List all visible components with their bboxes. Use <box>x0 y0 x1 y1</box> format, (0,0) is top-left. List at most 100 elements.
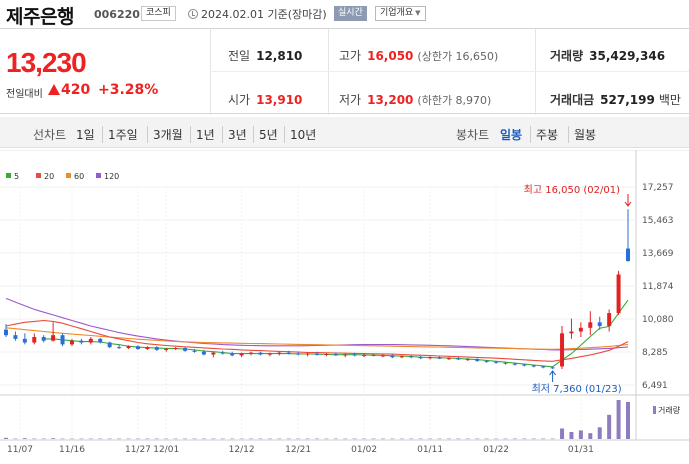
volume-bar <box>588 433 593 439</box>
low-arrow-icon <box>549 370 557 382</box>
candle-daily[interactable]: 일봉 <box>500 128 523 142</box>
candle-body <box>4 329 8 336</box>
chevron-down-icon: ▼ <box>415 9 421 17</box>
prev-close-value: 12,810 <box>256 49 303 63</box>
volume-bar <box>597 427 602 439</box>
low-annotation: 최저 7,360 (01/23) <box>532 383 622 395</box>
candle-body <box>371 355 376 357</box>
period-5y[interactable]: 5년 <box>253 126 278 143</box>
stock-chart[interactable]: 5 20 60 120 17,257 15,463 13,669 11,874 10,080 8,… <box>0 149 689 464</box>
volume-bar <box>541 438 546 440</box>
candle-body <box>126 346 131 349</box>
volume-cell: 거래량 35,429,346 <box>550 47 665 64</box>
volume-bar <box>13 438 18 440</box>
candle-body <box>154 347 159 350</box>
period-3y[interactable]: 3년 <box>222 126 247 143</box>
candle-body <box>230 353 235 356</box>
legend-swatch <box>96 173 101 178</box>
period-1y[interactable]: 1년 <box>190 126 215 143</box>
volume-bar <box>296 438 301 440</box>
candle-body <box>183 348 188 351</box>
volume-bar <box>60 438 65 440</box>
period-3m[interactable]: 3개월 <box>147 126 183 143</box>
y-tick-label: 13,669 <box>642 249 674 259</box>
volume-bar <box>192 438 197 440</box>
volume-bar <box>211 438 216 440</box>
open-cell: 시가 13,910 <box>228 91 302 108</box>
volume-bar <box>503 438 508 440</box>
price-panel: 13,230 전일대비 420 +3.28% 전일 12,810 고가 16,050… <box>0 28 689 115</box>
volume-bar <box>135 438 140 440</box>
open-value: 13,910 <box>256 93 303 107</box>
high-label: 고가 <box>339 49 362 63</box>
x-tick-label: 11/27 <box>125 445 151 455</box>
period-1w[interactable]: 1주일 <box>102 126 138 143</box>
base-date-text: 2024.02.01 기준(장마감) <box>201 8 327 21</box>
candle-body <box>578 327 583 332</box>
legend-swatch <box>36 173 41 178</box>
period-bar: 선차트 1일 1주일 3개월 1년 3년 5년 10년 봉차트 일봉 주봉 월봉 <box>0 117 689 148</box>
candle-body <box>362 355 367 357</box>
volume-bar <box>343 438 348 440</box>
change-amount: 420 <box>48 82 90 98</box>
candle-body <box>88 338 93 343</box>
candle-body <box>597 322 602 326</box>
volume-bar <box>456 438 461 440</box>
legend-swatch <box>6 173 11 178</box>
candle-body <box>333 353 338 356</box>
volume-bar <box>239 438 244 440</box>
period-10y[interactable]: 10년 <box>284 126 316 143</box>
company-info-dropdown[interactable]: 기업개요 ▼ <box>375 6 426 21</box>
low-label: 저가 <box>339 93 362 107</box>
low-cell: 저가 13,200 (하한가 8,970) <box>339 91 491 108</box>
x-tick-label: 12/21 <box>285 445 311 455</box>
company-info-label: 기업개요 <box>380 8 414 18</box>
volume-bar <box>267 438 272 440</box>
candle-body <box>531 365 536 367</box>
candle-body <box>211 352 216 355</box>
candle-weekly[interactable]: 주봉 <box>530 126 558 143</box>
volume-legend-swatch <box>653 406 656 414</box>
open-label: 시가 <box>228 93 251 107</box>
volume-label: 거래량 <box>550 49 584 63</box>
volume-bar <box>4 437 8 439</box>
volume-bar <box>164 438 169 440</box>
y-tick-label: 10,080 <box>642 315 674 325</box>
realtime-button[interactable]: 실시간 <box>334 6 367 21</box>
volume-bar <box>494 438 499 440</box>
volume-bar <box>371 438 376 440</box>
volume-bar <box>352 438 357 440</box>
candle-body <box>550 367 555 369</box>
x-tick-label: 01/22 <box>483 445 509 455</box>
candle-monthly[interactable]: 월봉 <box>568 126 596 143</box>
volume-bar <box>484 438 489 440</box>
y-tick-label: 8,285 <box>642 348 668 358</box>
period-1d[interactable]: 1일 <box>76 128 95 142</box>
volume-bar <box>126 438 131 440</box>
candle-body <box>465 359 470 361</box>
candle-body <box>428 357 433 359</box>
line-chart-label: 선차트 <box>33 128 67 142</box>
candle-body <box>98 338 103 343</box>
x-tick-label: 12/12 <box>229 445 255 455</box>
volume-bar <box>550 438 555 440</box>
candle-body <box>22 338 27 343</box>
volume-bar <box>578 430 583 439</box>
candle-body <box>41 337 46 341</box>
candle-body <box>315 353 319 356</box>
candle-body <box>192 350 197 352</box>
candle-body <box>32 337 37 343</box>
volume-bar <box>286 438 291 440</box>
volume-bar <box>380 438 385 440</box>
candle-body <box>69 340 74 345</box>
volume-bar <box>390 438 395 440</box>
candle-body <box>13 335 18 339</box>
volume-bar <box>69 438 74 440</box>
volume-bar <box>418 438 423 440</box>
candle-body <box>626 248 630 262</box>
volume-bar <box>569 431 574 439</box>
candle-chart-label: 봉차트 <box>456 128 490 142</box>
volume-bar <box>277 438 282 440</box>
change-amount-value: 420 <box>61 82 91 98</box>
chart-svg: 5 20 60 120 17,257 15,463 13,669 11,874 10,080 8,… <box>0 149 689 455</box>
